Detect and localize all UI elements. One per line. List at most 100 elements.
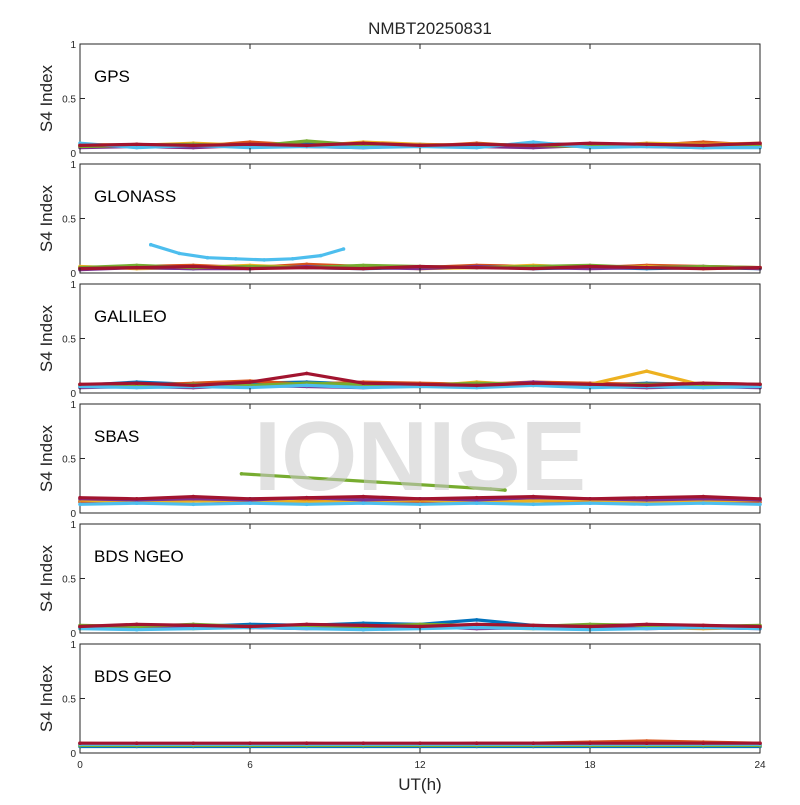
x-tick-label: 12 [414,760,426,771]
data-point [701,494,706,499]
data-point [531,741,536,745]
x-tick-label: 0 [77,760,83,771]
data-point [304,495,309,500]
x-tick-label: 18 [584,760,596,771]
axes-box [79,43,761,154]
data-point [701,623,706,628]
data-point [701,381,706,386]
data-point [134,497,139,501]
data-point [503,488,507,492]
data-point [588,264,592,269]
data-point [248,145,252,150]
data-point [248,142,252,147]
data-point [474,145,479,150]
axes-box [79,643,761,754]
y-axis-label: S4 Index [37,424,56,492]
data-point [588,141,592,145]
data-point [531,266,536,271]
panel-label: GLONASS [94,187,176,206]
y-tick-label: 1 [70,160,76,171]
data-point [588,382,592,387]
y-tick-label: 0.5 [62,335,76,346]
data-point [191,502,196,507]
data-point [134,622,139,627]
data-point [78,382,82,387]
data-point [474,142,479,147]
panel-1: 0 0.5 1 GLONASS S4 Index [37,160,762,280]
data-point [418,382,422,387]
data-point [191,264,196,269]
y-tick-label: 0.5 [62,455,76,466]
data-point [78,502,82,507]
data-point [248,497,252,501]
chart-title: NMBT20250831 [368,19,492,38]
y-axis-label: S4 Index [37,64,56,132]
y-axis-label: S4 Index [37,304,56,372]
data-point [78,741,82,745]
data-point [304,502,309,507]
data-point [474,265,479,270]
data-point [701,385,706,390]
data-point [531,623,536,628]
x-axis-label: UT(h) [398,775,441,794]
data-point [531,502,536,507]
y-axis-label: S4 Index [37,544,56,612]
data-point [418,741,422,745]
panel-0: 0 0.5 1 GPS S4 Index [37,40,762,160]
data-point [191,494,196,499]
data-point [758,145,762,150]
panel-label: GALILEO [94,307,167,326]
data-point [134,385,139,390]
data-point [361,385,366,390]
data-point [701,143,706,148]
data-point [474,741,479,745]
data-point [758,382,762,387]
y-tick-label: 0.5 [62,575,76,586]
x-tick-label: 6 [247,760,253,771]
data-point [588,624,592,629]
data-point [531,626,536,631]
panel-label: BDS GEO [94,667,171,686]
axes-box [79,283,761,394]
watermark: IONISE [254,401,586,511]
data-point [234,257,238,261]
data-point [758,141,762,145]
y-tick-label: 1 [70,640,76,651]
data-point [361,494,366,499]
data-point [149,242,153,247]
data-point [701,741,706,745]
y-tick-label: 0 [70,149,76,160]
data-point [361,381,366,386]
data-point [361,145,366,150]
data-point [361,498,366,502]
data-point [191,626,196,631]
data-point [644,142,649,147]
data-point [78,143,82,148]
data-point [304,265,309,270]
data-point [644,369,649,374]
data-point [418,502,422,507]
data-point [588,497,592,501]
data-point [644,626,649,631]
data-point [758,741,762,745]
data-point [701,266,706,271]
data-point [134,741,139,745]
y-tick-label: 1 [70,40,76,51]
data-point [531,499,536,503]
data-point [134,381,139,386]
axes-box [79,163,761,274]
data-point [474,622,479,627]
data-point [248,380,252,384]
data-point [361,627,366,632]
data-point [644,622,649,627]
panel-5: 0 0.5 1 0 6 12 18 24 BDS GEO S4 Index [37,640,766,771]
axes-box [79,523,761,634]
data-point [418,264,422,269]
data-point [78,495,82,500]
y-tick-label: 1 [70,280,76,291]
data-point [304,622,309,627]
data-point [588,145,592,150]
data-point [191,623,196,628]
data-point [644,502,649,507]
data-point [758,265,762,270]
